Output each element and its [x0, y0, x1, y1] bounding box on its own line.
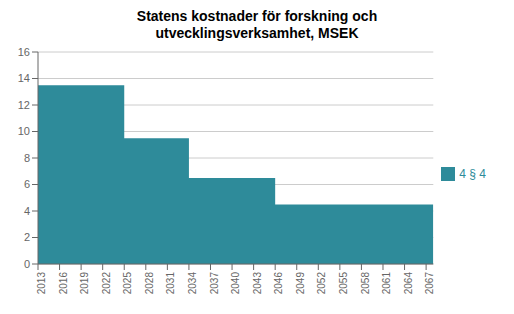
svg-text:6: 6 — [24, 178, 30, 190]
svg-text:2: 2 — [24, 231, 30, 243]
svg-text:2034: 2034 — [187, 272, 198, 295]
svg-text:8: 8 — [24, 152, 30, 164]
svg-text:2025: 2025 — [122, 272, 133, 295]
svg-text:2052: 2052 — [316, 272, 327, 295]
svg-text:2046: 2046 — [273, 272, 284, 295]
svg-text:2043: 2043 — [252, 272, 263, 295]
svg-text:2061: 2061 — [381, 272, 392, 295]
svg-text:14: 14 — [18, 72, 30, 84]
svg-text:2037: 2037 — [209, 272, 220, 295]
svg-text:2058: 2058 — [360, 272, 371, 295]
svg-text:16: 16 — [18, 46, 30, 58]
svg-text:2028: 2028 — [144, 272, 155, 295]
svg-text:2016: 2016 — [58, 272, 69, 295]
svg-text:2049: 2049 — [295, 272, 306, 295]
html-text:Statens kostnader för forsknin: Statens kostnader för forskning och — [136, 8, 378, 24]
svg-text:10: 10 — [18, 125, 30, 137]
svg-text:4: 4 — [24, 205, 30, 217]
svg-text:2055: 2055 — [338, 272, 349, 295]
svg-text:2067: 2067 — [424, 272, 435, 295]
svg-text:2031: 2031 — [165, 272, 176, 295]
svg-text:2064: 2064 — [403, 272, 414, 295]
svg-text:0: 0 — [24, 258, 30, 270]
svg-text:12: 12 — [18, 99, 30, 111]
svg-text:2013: 2013 — [36, 272, 47, 295]
svg-text:2022: 2022 — [101, 272, 112, 295]
svg-text:2019: 2019 — [79, 272, 90, 295]
html-text:utvecklingsverksamhet, MSEK: utvecklingsverksamhet, MSEK — [155, 25, 359, 41]
svg-text:2040: 2040 — [230, 272, 241, 295]
html-text:4 § 4: 4 § 4 — [459, 166, 486, 181]
